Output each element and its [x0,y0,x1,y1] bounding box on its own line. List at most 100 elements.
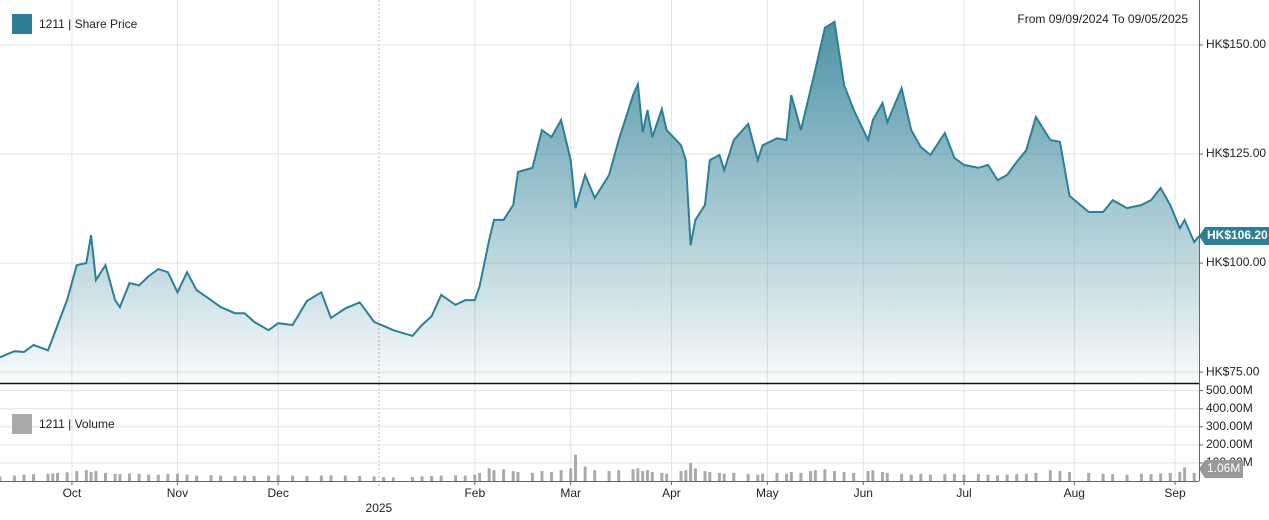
volume-bar [1139,473,1143,481]
volume-bar [358,475,362,481]
volume-bar [94,471,98,481]
volume-bar [185,474,189,481]
volume-bar [487,468,491,481]
last-price-tag [1199,226,1269,245]
volume-bar [1111,474,1115,481]
volume-bar [943,474,947,481]
volume-bar [871,470,875,481]
volume-bar [799,472,803,481]
volume-bar [693,468,697,481]
volume-bar [593,470,597,481]
volume-bar [703,471,707,481]
volume-bar [1068,471,1072,481]
x-tick-label: Oct [63,486,82,500]
x-tick-label: Dec [267,486,288,500]
volume-bar [420,476,424,481]
volume-bar [1149,474,1153,481]
legend-label: 1211 | Volume [39,417,115,431]
volume-bar [113,473,117,481]
x-tick-label: Feb [464,486,485,500]
x-tick-label: Mar [560,486,581,500]
volume-bar [641,471,645,481]
legend-swatch [12,414,32,434]
volume-bar [1087,472,1091,481]
volume-bar [679,471,683,481]
volume-bar [391,477,395,481]
volume-bar [928,474,932,481]
volume-bar [516,471,520,481]
x-tick-label: Jun [854,486,873,500]
volume-bar [919,473,923,481]
volume-bar [0,476,2,481]
volume-bar [252,475,256,481]
volume-bar [645,470,649,481]
volume-bar [900,473,904,481]
last-volume-tag [1199,460,1243,478]
volume-bar [46,473,50,481]
volume-bar [137,473,141,481]
volume-bar [1192,472,1196,481]
volume-bar [746,473,750,481]
volume-bar [986,474,990,481]
volume-bar [502,469,506,481]
volume-bar [607,471,611,481]
volume-bar [775,472,779,481]
volume-bar [511,471,515,481]
volume-bar [574,454,578,481]
volume-bar [1024,473,1028,481]
volume-bar [22,474,26,481]
volume-bar [84,470,88,481]
volume-bar [732,472,736,481]
x-tick-label: Apr [662,486,681,500]
volume-bar [372,476,376,481]
volume-bar [813,470,817,481]
volume-bar [32,474,36,481]
volume-bar [530,472,534,481]
volume-bar [473,474,477,481]
volume-bar [665,473,669,481]
volume-bar [689,462,693,481]
volume-bar [219,475,223,481]
volume-bar [761,473,765,481]
volume-bar [1048,470,1052,481]
volume-bar [56,472,60,481]
volume-bar [267,475,271,481]
volume-bar [175,473,179,481]
volume-bar [909,474,913,481]
volume-bar [305,475,309,481]
y-tick-label: HK$150.00 [1206,37,1266,51]
volume-bar [291,475,295,481]
volume-bar [410,477,414,481]
volume-bar [833,471,837,481]
volume-bar [463,475,467,481]
volume-bar [540,471,544,481]
volume-bar [952,473,956,481]
volume-bar [976,474,980,481]
volume-bar [276,475,280,481]
volume-bar [329,475,333,481]
volume-bar [127,473,131,481]
x-tick-label: Nov [167,486,188,500]
volume-bar [12,475,16,481]
volume-bar [722,473,726,481]
volume-bar [233,475,237,481]
x-tick-label: May [756,486,779,500]
volume-bar [65,472,69,481]
volume-bar [550,471,554,481]
volume-bar [1015,474,1019,481]
year-label: 2025 [366,501,393,515]
volume-bar [118,474,122,481]
volume-bar [809,471,813,481]
volume-bar [660,472,664,481]
volume-bar [104,472,108,481]
legend-label: 1211 | Share Price [39,17,138,31]
volume-bar [430,475,434,481]
volume-bar [1159,473,1163,481]
volume-bar [1178,471,1182,481]
x-tick-label: Sep [1164,486,1186,500]
volume-bar [1183,467,1187,481]
volume-bar [866,471,870,481]
x-tick-label: Jul [956,486,971,500]
volume-bar [962,474,966,481]
